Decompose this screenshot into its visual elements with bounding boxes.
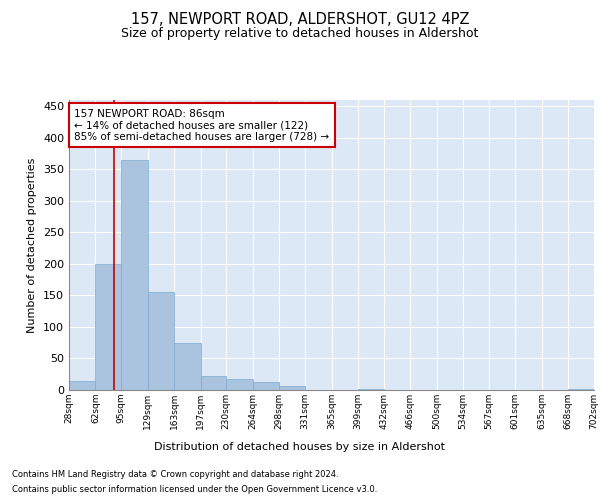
Bar (148, 292, 174, 390)
Bar (174, 342, 200, 390)
Bar (95, 264, 121, 390)
Bar (568, 388, 594, 390)
Bar (253, 382, 280, 390)
Bar (358, 388, 383, 390)
Bar (200, 376, 226, 390)
Text: Contains public sector information licensed under the Open Government Licence v3: Contains public sector information licen… (12, 485, 377, 494)
Text: 157, NEWPORT ROAD, ALDERSHOT, GU12 4PZ: 157, NEWPORT ROAD, ALDERSHOT, GU12 4PZ (131, 12, 469, 28)
Bar (69, 380, 95, 390)
Text: 157 NEWPORT ROAD: 86sqm
← 14% of detached houses are smaller (122)
85% of semi-d: 157 NEWPORT ROAD: 86sqm ← 14% of detache… (74, 108, 329, 142)
Bar (121, 160, 148, 390)
Text: Distribution of detached houses by size in Aldershot: Distribution of detached houses by size … (155, 442, 445, 452)
Y-axis label: Number of detached properties: Number of detached properties (28, 158, 37, 332)
Text: Contains HM Land Registry data © Crown copyright and database right 2024.: Contains HM Land Registry data © Crown c… (12, 470, 338, 479)
Text: Size of property relative to detached houses in Aldershot: Size of property relative to detached ho… (121, 28, 479, 40)
Bar (280, 386, 305, 390)
Bar (226, 378, 253, 390)
